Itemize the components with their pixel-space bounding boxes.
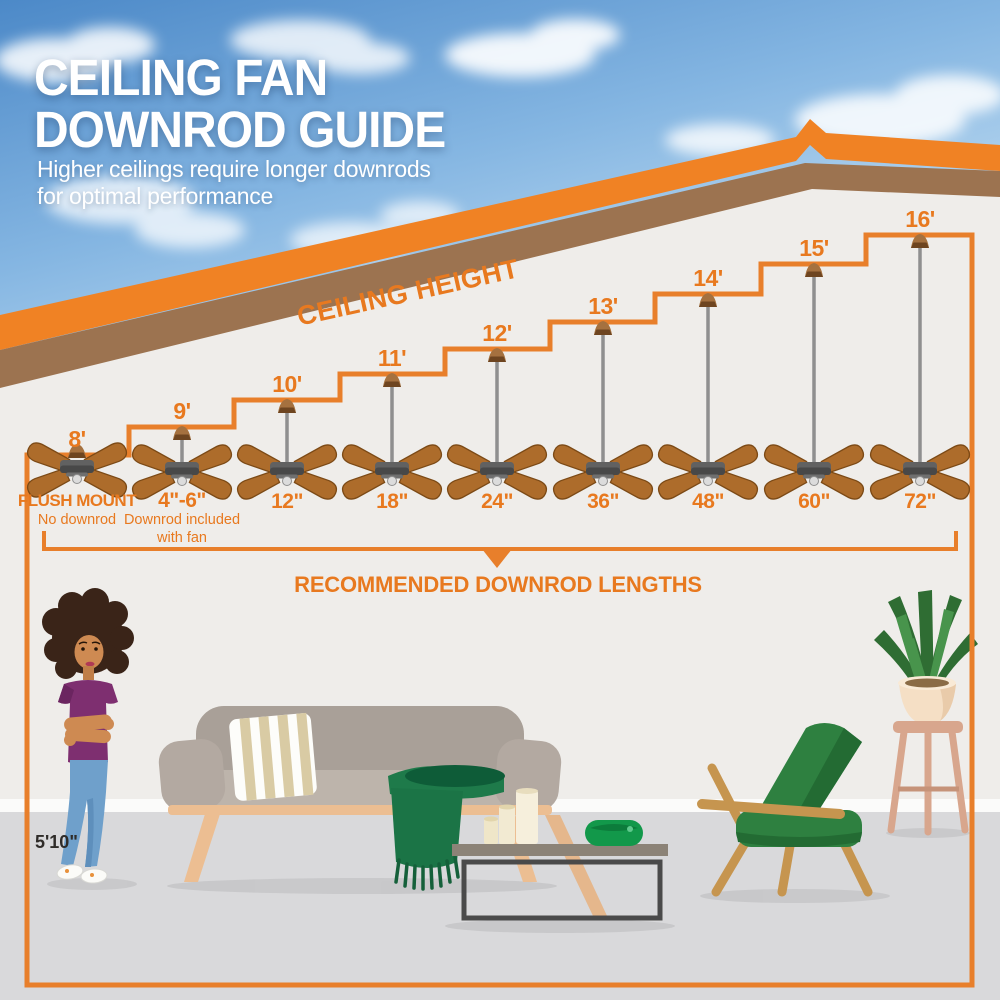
downrod-label-48in: 48" [692,490,724,513]
downrod-label-flush: FLUSH MOUNT [17,491,137,510]
fan-column [445,348,549,502]
fan-column [235,399,339,502]
ceiling-height-16ft: 16' [905,206,935,232]
ceiling-height-11ft: 11' [377,345,407,371]
roof-underside [0,163,1000,388]
coffee-table [452,844,668,921]
fan-column [762,263,866,502]
fan-column [551,321,655,502]
downrod-label-36in: 36" [587,490,619,513]
roof [0,119,1000,350]
fan-column [130,426,234,502]
ceiling-height-10ft: 10' [272,371,302,397]
downrod-label-72in: 72" [904,490,936,513]
downrod-note-4-6in: Downrod included with fan [123,512,241,547]
fan-column [868,234,972,502]
person-height-label: 5'10" [35,832,78,852]
downrod-note-flush: No downrod [37,512,117,528]
ceiling-height-8ft: 8' [68,426,86,452]
ceiling-height-12ft: 12' [482,320,512,346]
ceiling-height-13ft: 13' [588,293,618,319]
striped-pillow [229,712,317,801]
potted-plant [874,590,978,721]
downrod-label-18in: 18" [376,490,408,513]
bracket [42,531,958,568]
page-title-line2: DOWNROD GUIDE [34,101,446,158]
ceiling-height-14ft: 14' [693,265,723,291]
page-subtitle-line1: Higher ceilings require longer downrods [37,156,431,182]
armchair [697,723,873,897]
fan-columns [25,234,972,502]
green-dish [585,820,643,846]
downrod-label-4-6in: 4"-6" [158,489,206,512]
page-subtitle-line2: for optimal performance [37,183,273,209]
downrod-label-60in: 60" [798,490,830,513]
downrod-label-12in: 12" [271,490,303,513]
floor-shadows [47,828,970,933]
candles [484,788,538,844]
recommended-downrod-lengths-label: RECOMMENDED DOWNROD LENGTHS [294,572,702,597]
page-title-line1: CEILING FAN [34,49,328,106]
arrow-down-icon [482,549,512,568]
ceiling-height-15ft: 15' [799,235,829,261]
ceiling-height-9ft: 9' [173,398,191,424]
ceiling-steps-line [24,232,975,988]
downrod-label-24in: 24" [481,490,513,513]
plant-stand [887,721,969,836]
fan-column [340,373,444,502]
fan-column [656,293,760,502]
green-throw [388,765,505,891]
woman-illustration [42,588,134,884]
